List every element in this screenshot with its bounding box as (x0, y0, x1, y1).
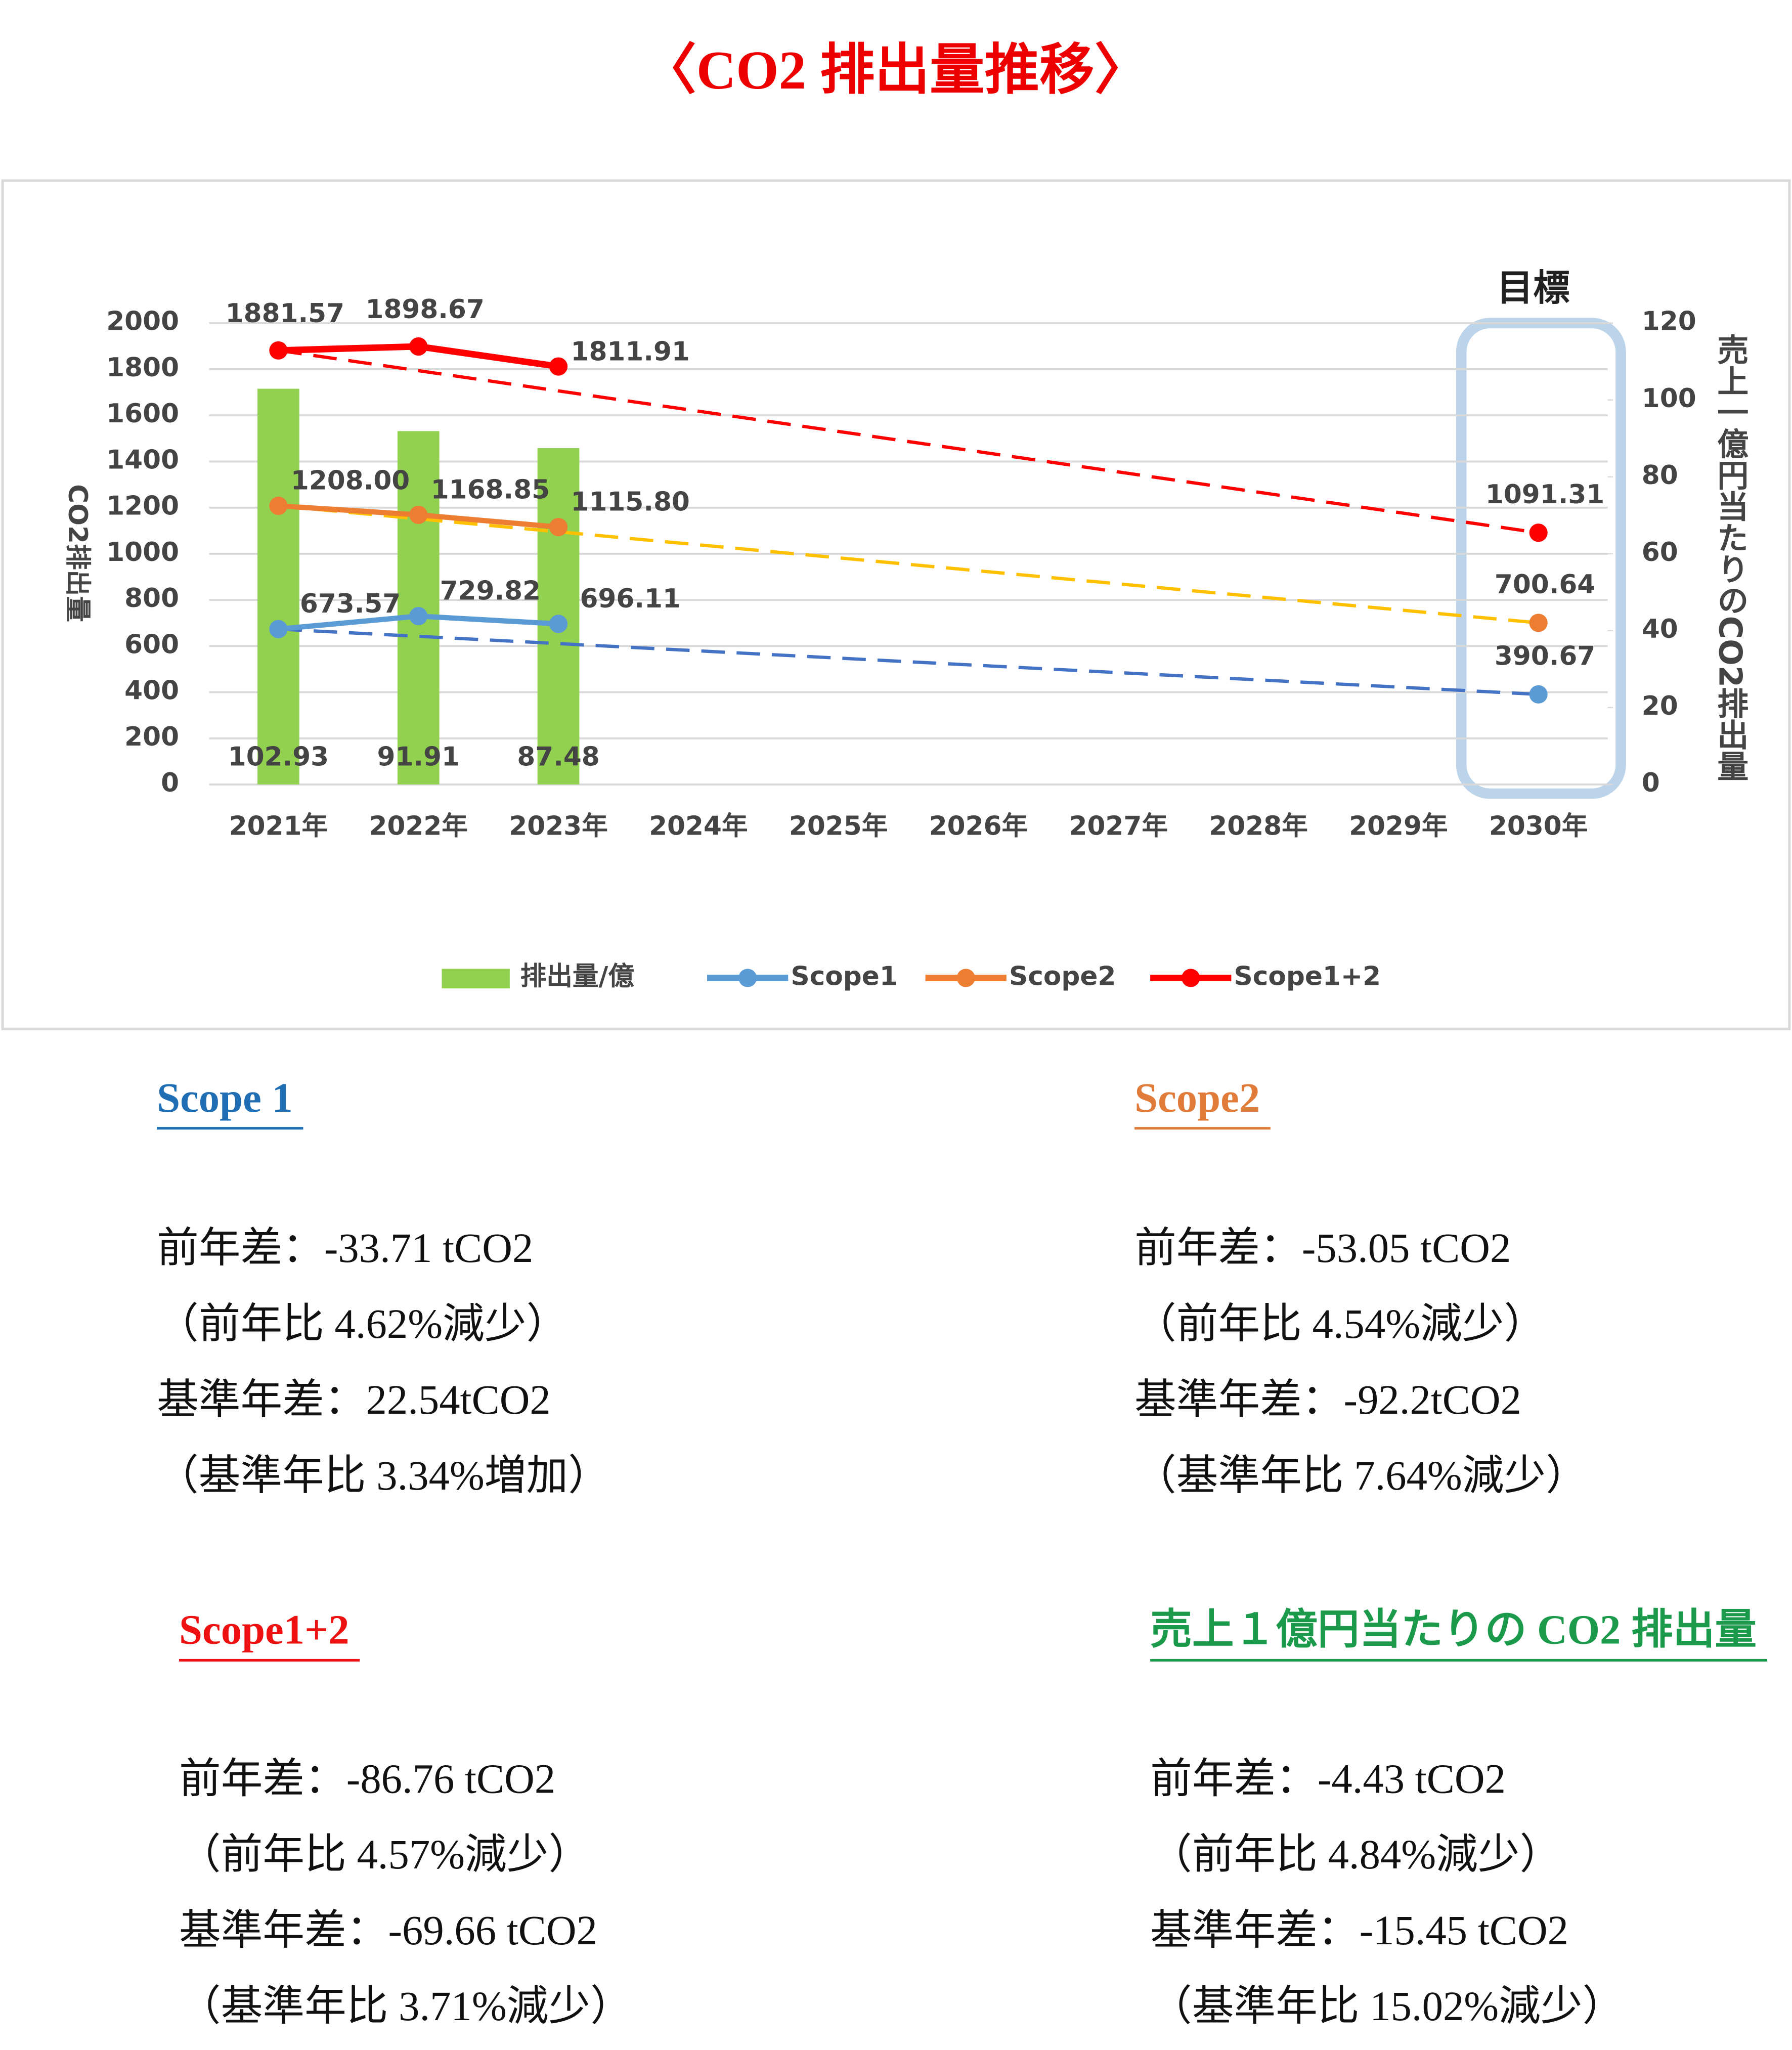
x-tick-label: 2025年 (789, 811, 888, 841)
point (269, 341, 288, 360)
y2-tick-label: 0 (1642, 768, 1660, 798)
section-heading: Scope 1 (157, 1074, 293, 1121)
data-label: 1168.85 (431, 474, 550, 505)
data-label: 1208.00 (291, 465, 410, 496)
bar (257, 388, 299, 784)
section-line: （基準年比 15.02%減少） (1150, 1983, 1624, 2029)
x-tick-label: 2024年 (649, 811, 748, 841)
x-tick-label: 2023年 (509, 811, 608, 841)
data-label: 1811.91 (571, 337, 690, 367)
y-tick-label: 200 (124, 722, 179, 752)
section-line: （前年比 4.62%減少） (157, 1300, 568, 1347)
legend-label: 排出量/億 (520, 961, 635, 991)
x-tick-label: 2027年 (1069, 811, 1168, 841)
legend-label: Scope1+2 (1234, 961, 1381, 991)
section-heading: 売上１億円当たりの CO2 排出量 (1150, 1606, 1757, 1653)
y-tick-label: 1400 (106, 445, 179, 475)
x-tick-label: 2021年 (229, 811, 328, 841)
data-label: 1898.67 (365, 294, 484, 325)
data-label: 390.67 (1495, 641, 1595, 671)
trend-line (278, 348, 1539, 535)
x-tick-label: 2022年 (369, 811, 468, 841)
point (549, 615, 568, 633)
y-tick-label: 0 (161, 768, 179, 798)
data-label: 673.57 (300, 589, 401, 619)
section-line: 基準年差：22.54tCO2 (157, 1376, 551, 1423)
section-line: 前年差：-86.76 tCO2 (179, 1755, 555, 1802)
bar-label: 91.91 (377, 742, 460, 772)
section-line: 前年差：-33.71 tCO2 (157, 1225, 533, 1271)
y-tick-label: 600 (124, 629, 179, 660)
x-tick-label: 2026年 (929, 811, 1028, 841)
data-label: 729.82 (440, 576, 541, 606)
section-heading: Scope2 (1134, 1074, 1260, 1121)
y-tick-label: 400 (124, 676, 179, 706)
point (409, 607, 428, 626)
legend-marker (956, 969, 975, 987)
x-tick-label: 2029年 (1349, 811, 1448, 841)
y-tick-label: 800 (124, 583, 179, 614)
legend-marker (738, 969, 757, 987)
y-axis-title: CO2排出量 (62, 484, 93, 622)
x-tick-label: 2030年 (1489, 811, 1588, 841)
point (269, 496, 288, 515)
section-line: （基準年比 7.64%減少） (1134, 1452, 1588, 1499)
data-label: 700.64 (1495, 570, 1595, 600)
point (1529, 685, 1548, 704)
data-label: 696.11 (580, 584, 680, 614)
y-tick-label: 1000 (106, 537, 179, 568)
section-line: 基準年差：-15.45 tCO2 (1150, 1907, 1568, 1953)
section-line: （前年比 4.84%減少） (1150, 1831, 1561, 1878)
legend-swatch (442, 969, 510, 989)
annotation: 目標 (1497, 267, 1570, 310)
point (549, 517, 568, 537)
x-tick-label: 2028年 (1209, 811, 1308, 841)
y2-tick-label: 120 (1642, 307, 1696, 337)
y-tick-label: 1800 (106, 353, 179, 383)
data-label: 1115.80 (571, 487, 690, 517)
y2-tick-label: 20 (1642, 691, 1678, 721)
point (409, 505, 428, 524)
point (549, 357, 568, 376)
page-title: 〈CO2 排出量推移〉 (641, 40, 1149, 101)
legend-marker (1182, 969, 1200, 987)
y2-tick-label: 60 (1642, 537, 1678, 568)
section-line: （基準年比 3.34%増加） (157, 1452, 610, 1499)
data-label: 1881.57 (226, 298, 344, 329)
section-line: （前年比 4.54%減少） (1134, 1300, 1546, 1347)
y-tick-label: 2000 (106, 307, 179, 337)
legend-label: Scope1 (791, 961, 897, 991)
section-line: 基準年差：-92.2tCO2 (1134, 1376, 1521, 1423)
point (409, 337, 428, 356)
point (1529, 524, 1548, 542)
legend-label: Scope2 (1009, 961, 1116, 991)
section-line: 前年差：-53.05 tCO2 (1134, 1225, 1511, 1271)
y2-tick-label: 80 (1642, 460, 1678, 491)
y2-tick-label: 40 (1642, 614, 1678, 644)
section-line: （基準年比 3.71%減少） (179, 1983, 632, 2029)
point (269, 620, 288, 638)
section-heading: Scope1+2 (179, 1606, 349, 1653)
y-tick-label: 1200 (106, 491, 179, 521)
point (1529, 614, 1548, 632)
section-line: 基準年差：-69.66 tCO2 (179, 1907, 597, 1953)
section-line: （前年比 4.57%減少） (179, 1831, 590, 1878)
bar-label: 87.48 (517, 742, 599, 772)
data-label: 1091.31 (1485, 479, 1604, 510)
bar-label: 102.93 (228, 742, 329, 772)
y2-tick-label: 100 (1642, 383, 1696, 414)
y2-axis-title: 売上一億円当たりのCO2排出量 (1712, 333, 1749, 781)
section-line: 前年差：-4.43 tCO2 (1150, 1755, 1506, 1802)
y-tick-label: 1600 (106, 399, 179, 429)
